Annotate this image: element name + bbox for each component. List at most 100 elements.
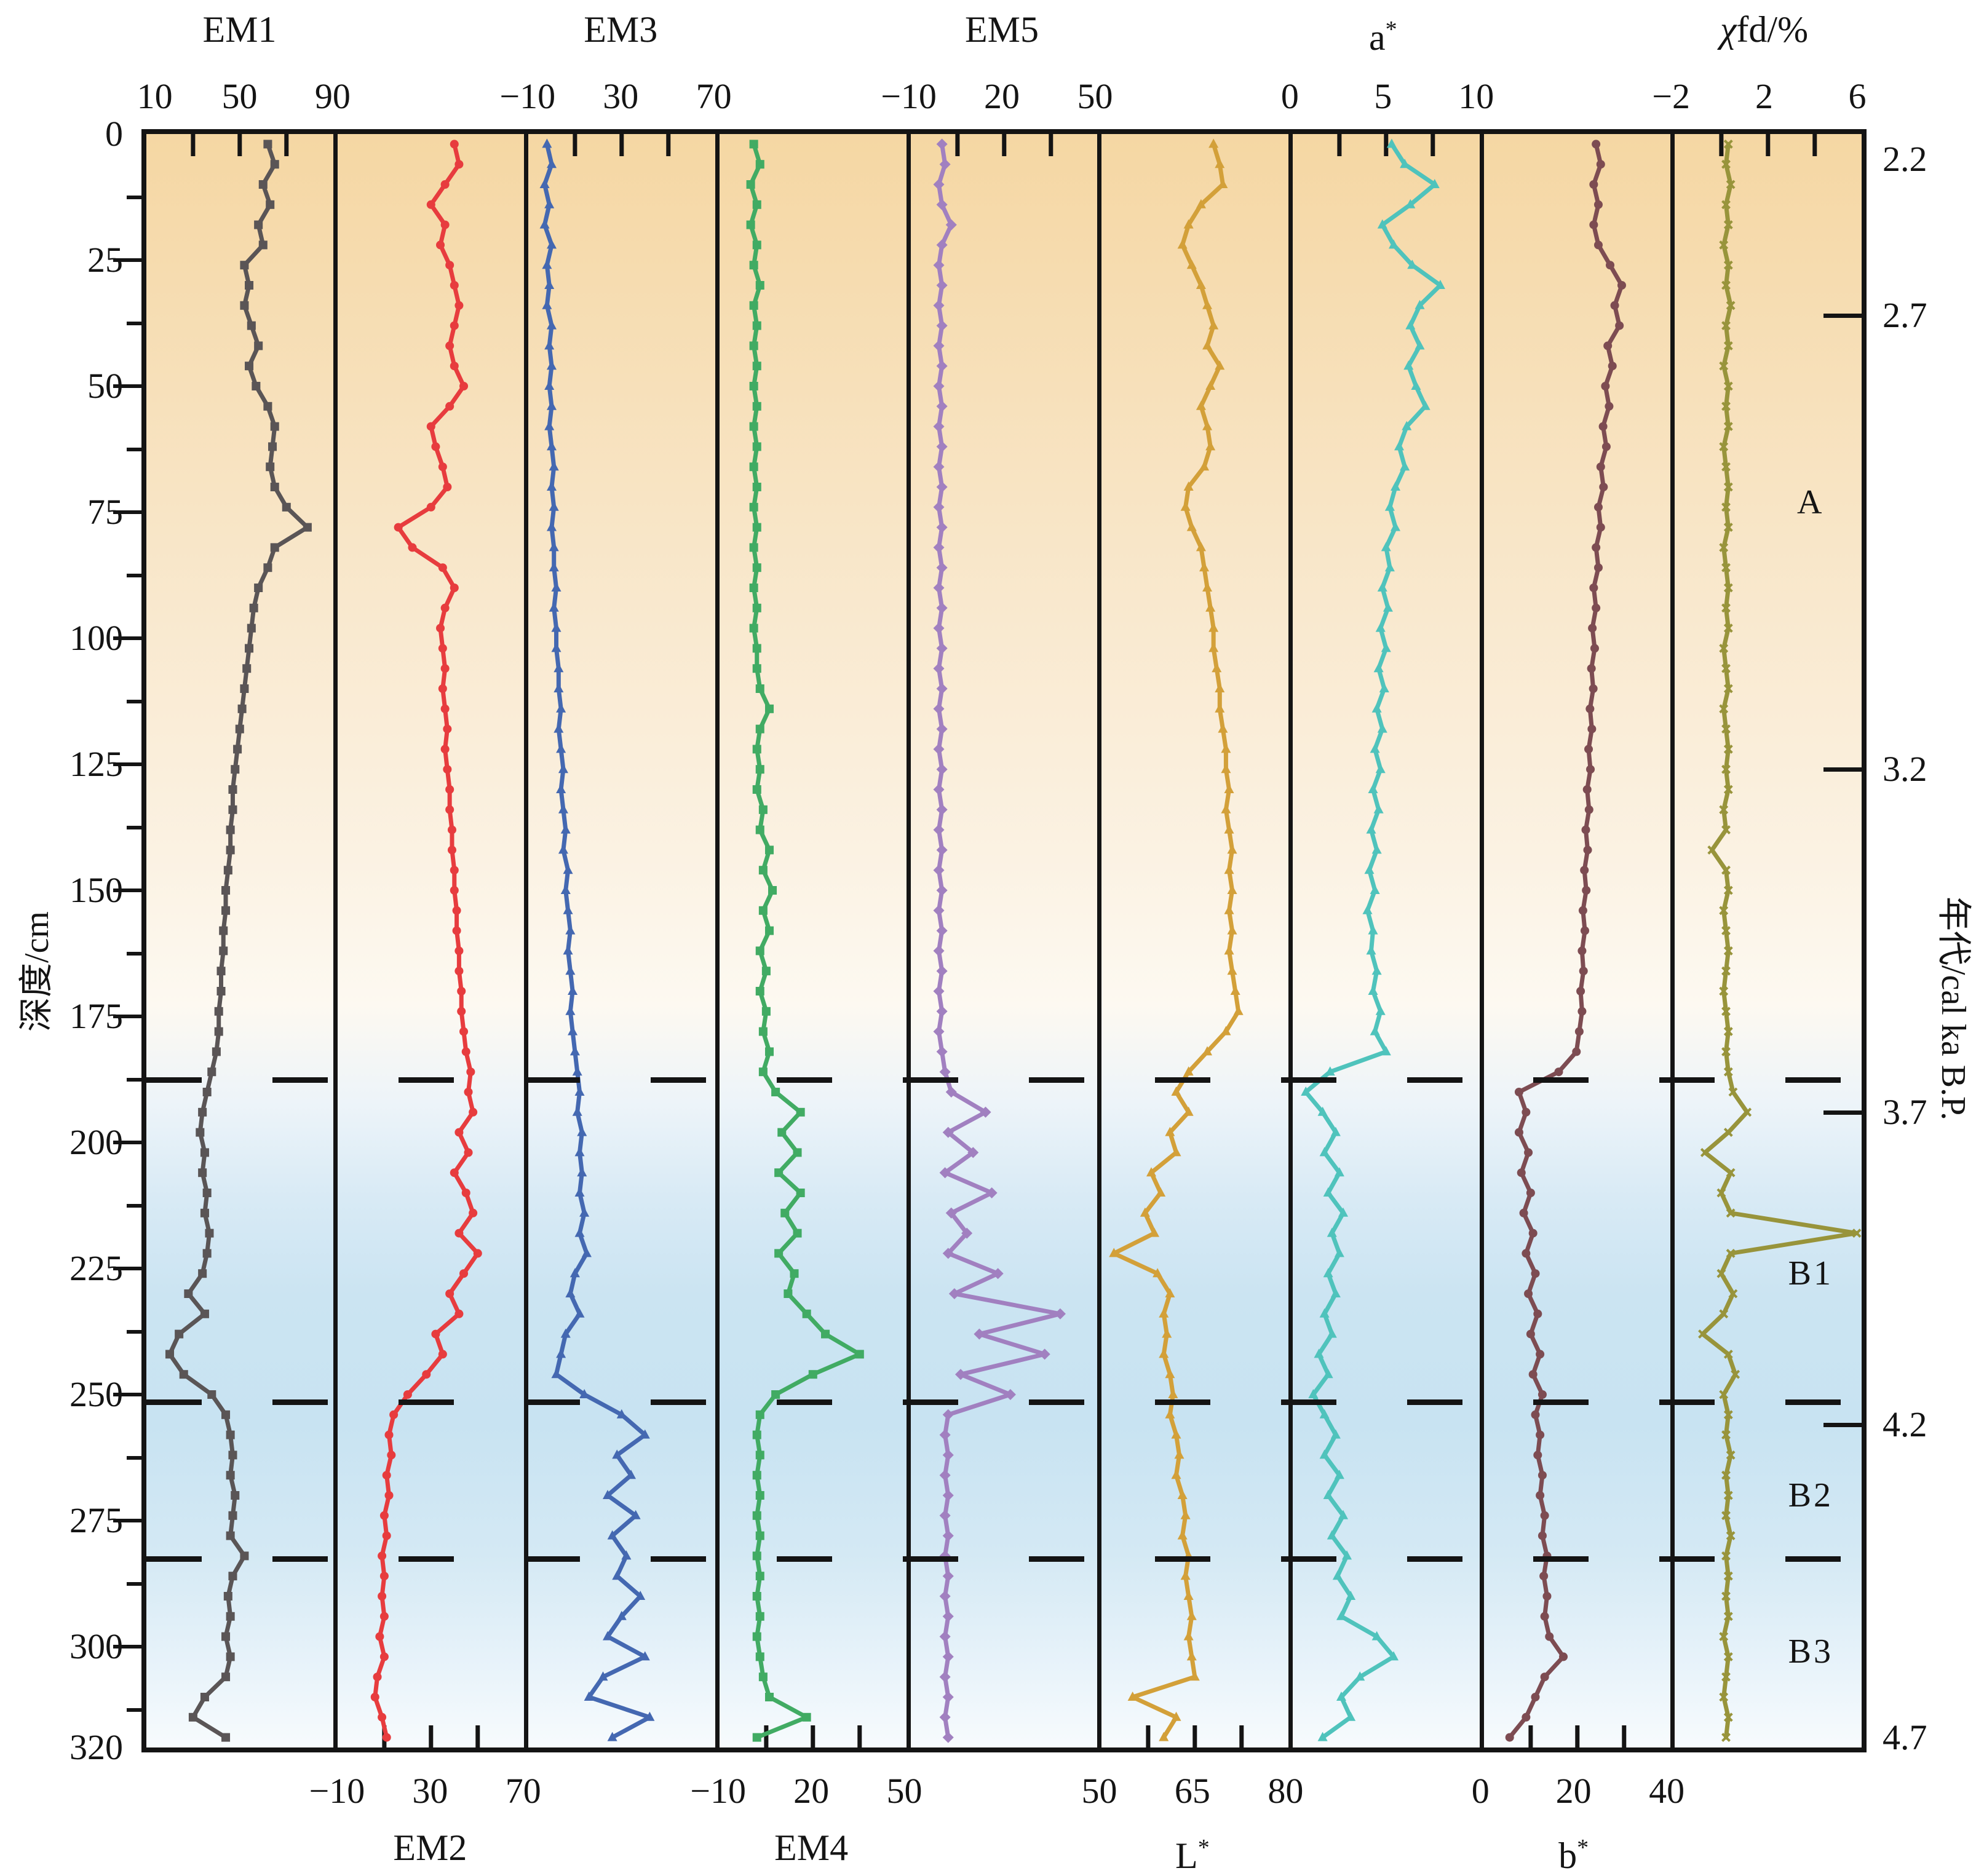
data-marker	[1571, 1047, 1581, 1056]
depth-tick-label: 320	[69, 1727, 123, 1767]
data-marker	[942, 1409, 954, 1420]
data-marker	[1522, 1107, 1531, 1117]
data-marker	[855, 1350, 864, 1359]
panel-EM2	[338, 134, 529, 1747]
series-svg-xfd	[1698, 134, 1862, 1743]
data-marker	[207, 1390, 216, 1399]
data-marker	[771, 1390, 780, 1399]
depth-tick-label: 300	[69, 1626, 123, 1666]
data-marker	[1364, 865, 1375, 874]
data-marker	[1539, 1572, 1548, 1581]
data-marker	[755, 1410, 764, 1419]
data-marker	[263, 402, 272, 411]
zone-boundary-3	[146, 1556, 1862, 1562]
data-marker	[1617, 281, 1626, 290]
data-marker	[1205, 381, 1216, 390]
data-marker	[1403, 360, 1414, 370]
data-marker	[1535, 1430, 1544, 1439]
data-marker	[749, 502, 758, 512]
age-axis-title: 年代/cal ka B.P.	[1934, 896, 1972, 1120]
data-marker	[1301, 1086, 1311, 1096]
data-marker	[1584, 805, 1593, 814]
data-marker	[454, 1128, 464, 1137]
data-marker	[1581, 825, 1590, 834]
data-marker	[1719, 906, 1729, 916]
panel-title-EM1: EM1	[202, 9, 277, 50]
data-marker	[198, 1269, 207, 1278]
data-marker	[1605, 402, 1614, 411]
data-marker	[237, 704, 247, 713]
data-marker	[796, 1189, 805, 1197]
data-marker	[1202, 582, 1213, 592]
depth-tick-label: 75	[87, 492, 123, 532]
data-marker	[1224, 824, 1234, 834]
data-marker	[263, 563, 272, 572]
data-marker	[438, 563, 447, 572]
data-marker	[438, 462, 447, 472]
depth-axis-minor-tick	[127, 195, 141, 199]
data-marker	[421, 1370, 431, 1379]
data-marker	[802, 1712, 811, 1722]
data-marker	[200, 1208, 209, 1217]
data-marker	[1724, 1652, 1734, 1661]
data-marker	[247, 321, 256, 330]
axis-number-EM5: −10	[881, 76, 937, 116]
data-marker	[1159, 1348, 1169, 1358]
depth-tick-label: 125	[69, 744, 123, 784]
data-marker	[933, 743, 945, 755]
data-marker	[1605, 261, 1614, 270]
data-marker	[986, 1187, 998, 1198]
data-marker	[1373, 804, 1384, 813]
data-marker	[1721, 1007, 1731, 1016]
data-marker	[221, 1410, 231, 1419]
data-marker	[1180, 1510, 1191, 1519]
data-marker	[1719, 805, 1729, 815]
data-marker	[394, 523, 403, 532]
data-marker	[443, 765, 452, 774]
data-marker	[445, 805, 454, 814]
data-marker	[221, 906, 231, 915]
data-marker	[1593, 563, 1603, 572]
data-marker	[1544, 1632, 1553, 1641]
data-marker	[752, 664, 761, 673]
data-marker	[1721, 321, 1731, 331]
series-svg-EM5	[933, 134, 1066, 1743]
data-marker	[579, 1207, 590, 1217]
series-line-EM5	[936, 141, 1063, 1740]
data-marker	[752, 1592, 761, 1601]
data-marker	[440, 220, 450, 229]
data-marker	[431, 1329, 440, 1339]
data-marker	[1420, 400, 1430, 410]
data-marker	[539, 179, 550, 188]
data-marker	[1589, 684, 1598, 693]
age-axis-tick	[1823, 1110, 1862, 1115]
data-marker	[1535, 1491, 1544, 1500]
axis-number-b: 0	[1471, 1771, 1490, 1811]
data-marker	[240, 261, 249, 270]
data-marker	[1336, 1610, 1347, 1620]
data-marker	[542, 138, 552, 148]
data-marker	[1719, 240, 1729, 250]
data-marker	[1171, 1086, 1181, 1096]
panel-EM4	[720, 134, 911, 1747]
data-marker	[270, 160, 279, 169]
data-marker	[1719, 1309, 1729, 1319]
data-marker	[1598, 422, 1608, 431]
data-marker	[450, 281, 459, 290]
data-marker	[1719, 441, 1729, 451]
data-marker	[942, 1449, 954, 1461]
data-marker	[936, 562, 948, 574]
data-marker	[450, 140, 459, 149]
data-marker	[459, 382, 468, 390]
data-marker	[1603, 341, 1612, 350]
data-marker	[755, 1531, 764, 1540]
panel-title-EM4: EM4	[774, 1827, 849, 1868]
data-marker	[1227, 925, 1237, 935]
data-marker	[456, 987, 466, 995]
data-marker	[377, 1712, 386, 1722]
data-marker	[1183, 219, 1194, 229]
data-marker	[640, 1429, 651, 1439]
data-marker	[431, 442, 440, 451]
data-marker	[539, 219, 550, 229]
data-marker	[752, 1632, 761, 1641]
